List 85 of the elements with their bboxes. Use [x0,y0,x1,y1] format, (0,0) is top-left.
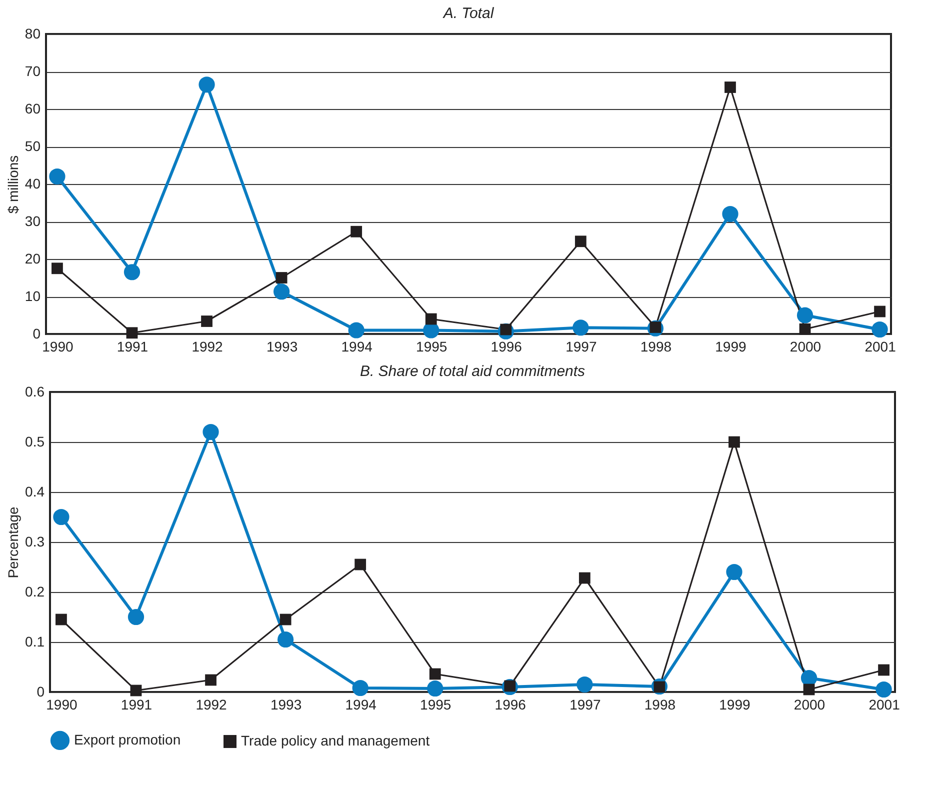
point [280,614,292,626]
point [276,272,288,284]
point [350,226,362,238]
point [872,321,888,338]
y-tick-label: 30 [24,213,41,229]
point [572,320,589,336]
point [49,168,66,185]
point [578,572,590,584]
point [205,674,216,686]
y-tick-label: 40 [24,176,41,192]
x-tick-label: 1992 [196,696,228,712]
x-tick-label: 1993 [270,696,302,712]
x-tick-label: 1990 [42,338,74,354]
point [126,327,138,339]
x-tick-label: 1997 [566,338,597,354]
x-tick-label: 2001 [868,696,900,712]
point [52,262,63,274]
y-tick-label: 0.2 [25,584,45,600]
point [348,322,364,338]
point [429,668,441,680]
point [799,323,811,335]
x-tick-label: 1998 [640,338,672,354]
point [726,564,742,580]
y-axis-title: $ millions [4,155,21,214]
point [803,684,815,696]
point [722,206,738,222]
y-tick-label: 0.1 [25,634,45,650]
point [198,76,215,93]
point [124,264,140,280]
x-tick-label: 1990 [46,696,78,712]
point [425,313,437,325]
point [352,680,368,696]
x-tick-label: 1994 [345,696,377,712]
x-tick-label: 1995 [420,696,452,712]
point [273,284,290,300]
x-tick-label: 1992 [192,338,224,354]
x-tick-label: 1993 [266,338,298,354]
point [427,680,444,697]
x-tick-label: 2000 [794,696,826,712]
point [354,558,366,570]
point [277,631,294,648]
y-tick-label: 80 [24,26,41,42]
x-tick-label: 1997 [570,696,601,712]
point [574,236,586,248]
point [53,508,70,526]
y-tick-label: 0.4 [25,484,45,500]
y-tick-label: 0.3 [25,534,45,550]
point [128,608,144,626]
point [876,681,892,698]
y-tick-label: 0.6 [25,384,45,400]
y-tick-label: 0 [36,684,45,700]
y-tick-label: 10 [24,288,41,304]
point [796,307,814,324]
x-tick-label: 1999 [715,338,747,354]
point [202,424,219,440]
point [201,316,212,327]
x-tick-label: 1996 [490,338,522,354]
y-tick-label: 0 [32,326,41,342]
y-axis-title: Percentage [5,506,22,578]
x-tick-label: 1991 [120,696,152,712]
point [874,306,886,318]
y-tick-label: 0.5 [25,434,45,450]
point [878,664,890,676]
x-tick-label: 2000 [790,338,822,354]
chart-title: B. Share of total aid commitments [360,363,586,380]
point [130,684,142,696]
point [423,322,440,338]
x-tick-label: 1996 [494,696,526,712]
x-tick-label: 1998 [644,696,676,712]
legend-label: Trade policy and management [241,732,430,749]
x-tick-label: 1994 [341,338,373,354]
point [56,614,67,626]
point [728,436,740,448]
y-tick-label: 70 [24,63,41,79]
y-tick-label: 60 [24,100,41,116]
chart-title: A. Total [442,5,494,22]
y-tick-label: 20 [24,250,41,266]
point [576,676,593,693]
x-tick-label: 1991 [116,338,148,354]
legend-label: Export promotion [74,731,181,748]
x-tick-label: 1999 [719,696,751,712]
point [724,82,736,93]
x-tick-label: 2001 [864,338,896,354]
y-tick-label: 50 [24,138,41,154]
x-tick-label: 1995 [416,338,448,354]
